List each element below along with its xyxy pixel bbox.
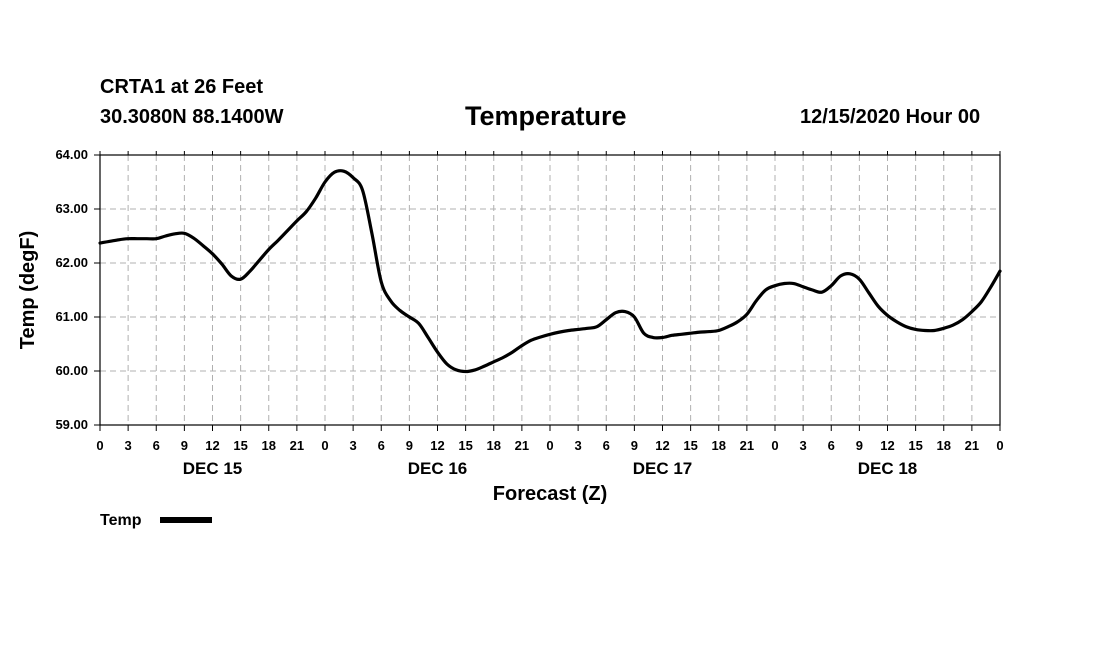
y-tick-label: 64.00: [55, 147, 88, 162]
day-label: DEC 15: [183, 459, 243, 478]
x-tick-label: 18: [712, 438, 726, 453]
x-tick-label: 9: [406, 438, 413, 453]
x-tick-label: 9: [181, 438, 188, 453]
y-tick-label: 60.00: [55, 363, 88, 378]
x-tick-label: 0: [771, 438, 778, 453]
x-tick-label: 21: [515, 438, 529, 453]
x-tick-label: 12: [205, 438, 219, 453]
x-tick-label: 21: [965, 438, 979, 453]
x-tick-label: 12: [430, 438, 444, 453]
x-tick-label: 21: [740, 438, 754, 453]
x-tick-label: 6: [603, 438, 610, 453]
y-tick-label: 63.00: [55, 201, 88, 216]
coordinates-label: 30.3080N 88.1400W: [100, 106, 284, 128]
x-tick-label: 9: [631, 438, 638, 453]
x-tick-label: 18: [262, 438, 276, 453]
x-tick-label: 3: [125, 438, 132, 453]
x-tick-label: 3: [350, 438, 357, 453]
run-time-label: 12/15/2020 Hour 00: [800, 106, 981, 128]
x-tick-label: 21: [290, 438, 304, 453]
day-label: DEC 18: [858, 459, 918, 478]
day-label: DEC 16: [408, 459, 468, 478]
y-axis-label: Temp (degF): [17, 231, 39, 350]
x-tick-label: 3: [575, 438, 582, 453]
x-tick-label: 12: [880, 438, 894, 453]
x-tick-label: 6: [153, 438, 160, 453]
station-label: CRTA1 at 26 Feet: [100, 76, 264, 98]
x-tick-label: 18: [487, 438, 501, 453]
x-tick-label: 15: [908, 438, 922, 453]
tick-labels: 59.00 60.00 61.00 62.00 63.00 64.00 0 3 6 9 12 15 18…: [55, 147, 1003, 478]
x-tick-label: 6: [828, 438, 835, 453]
x-tick-label: 12: [655, 438, 669, 453]
y-tick-label: 62.00: [55, 255, 88, 270]
temp-series-line: [98, 169, 1002, 374]
x-tick-label: 18: [937, 438, 951, 453]
x-tick-label: 6: [378, 438, 385, 453]
x-tick-label: 0: [546, 438, 553, 453]
day-label: DEC 17: [633, 459, 693, 478]
x-tick-label: 0: [96, 438, 103, 453]
x-tick-label: 15: [458, 438, 472, 453]
y-tick-label: 59.00: [55, 417, 88, 432]
x-tick-label: 0: [996, 438, 1003, 453]
grid-lines: [100, 155, 1000, 425]
chart-title: Temperature: [465, 101, 627, 131]
x-tick-label: 9: [856, 438, 863, 453]
x-tick-label: 0: [321, 438, 328, 453]
x-tick-label: 3: [800, 438, 807, 453]
legend-label-temp: Temp: [100, 512, 142, 529]
y-tick-label: 61.00: [55, 309, 88, 324]
axis-ticks: [94, 151, 1001, 431]
x-axis-label: Forecast (Z): [493, 483, 607, 505]
x-tick-label: 15: [683, 438, 697, 453]
x-tick-label: 15: [233, 438, 247, 453]
